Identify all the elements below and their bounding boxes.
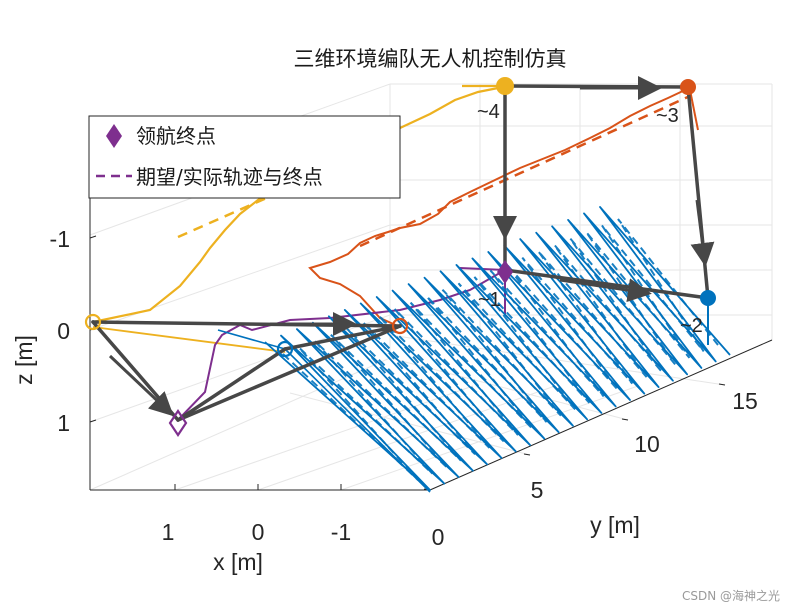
chart-title: 三维环境编队无人机控制仿真 <box>294 47 567 71</box>
y-tick <box>621 418 629 421</box>
legend-label-leader: 领航终点 <box>136 124 216 148</box>
grid-line <box>89 357 391 491</box>
y-tick-label: 0 <box>432 524 445 550</box>
formation-arrow <box>559 278 652 303</box>
agent-label-2: ~2 <box>680 315 703 337</box>
y-tick <box>718 383 726 386</box>
z-tick-label: 0 <box>57 318 70 344</box>
y-tick-label: 5 <box>531 477 544 503</box>
formation-links <box>91 76 715 422</box>
x-tick-label: 0 <box>252 519 265 545</box>
y-tick-label: 15 <box>732 388 758 414</box>
agent-label-1: ~1 <box>478 289 501 311</box>
series-agent1-trajectory <box>217 206 731 493</box>
trajectory-line <box>92 326 286 353</box>
desired-trajectory-line <box>282 218 719 481</box>
end-marker-agent2 <box>680 79 696 95</box>
y-tick <box>523 453 531 456</box>
trajectory-line <box>264 206 731 491</box>
grid-line <box>174 385 474 491</box>
trajectory-line <box>217 329 286 350</box>
end-marker-agent1 <box>700 290 716 306</box>
legend-label-trajectory: 期望/实际轨迹与终点 <box>136 165 323 189</box>
desired-trajectory-line <box>359 94 691 248</box>
start-marker-agent2 <box>391 317 409 335</box>
x-tick-label: 1 <box>162 519 175 545</box>
end-marker-agent3 <box>496 77 514 95</box>
legend-box <box>88 115 401 199</box>
x-axis-label: x [m] <box>213 549 263 575</box>
formation-link <box>283 324 402 351</box>
trajectory-line <box>284 348 431 493</box>
x-tick-label: -1 <box>331 519 351 545</box>
end-marker-leader <box>497 260 513 284</box>
trajectory-line <box>308 89 686 328</box>
series-agent2-trajectory <box>308 89 699 328</box>
agent-label-4: ~4 <box>477 101 500 123</box>
z-tick <box>89 419 97 423</box>
z-axis-label: z [m] <box>11 335 37 385</box>
grid-line <box>257 385 556 491</box>
formation-link <box>176 324 402 422</box>
start-marker-leader <box>168 409 188 437</box>
formation-arrow <box>108 354 174 417</box>
z-tick-label: -1 <box>50 226 70 252</box>
formation-arrow <box>690 199 715 267</box>
z-tick <box>89 235 97 239</box>
legend-diamond-marker <box>106 124 122 148</box>
legend: 领航终点 期望/实际轨迹与终点 <box>88 115 401 199</box>
y-tick-label: 10 <box>634 431 660 457</box>
z-tick-label: 1 <box>57 410 70 436</box>
y-axis-label: y [m] <box>590 512 640 538</box>
start-marker-agent1 <box>276 340 294 358</box>
formation-link <box>503 268 710 300</box>
agent-label-3: ~3 <box>656 105 679 127</box>
watermark: CSDN @海神之光 <box>682 588 780 603</box>
formation-link <box>176 347 287 422</box>
endpoint-markers <box>84 77 716 437</box>
start-marker-agent3 <box>84 313 102 331</box>
trajectory-line <box>689 89 699 131</box>
